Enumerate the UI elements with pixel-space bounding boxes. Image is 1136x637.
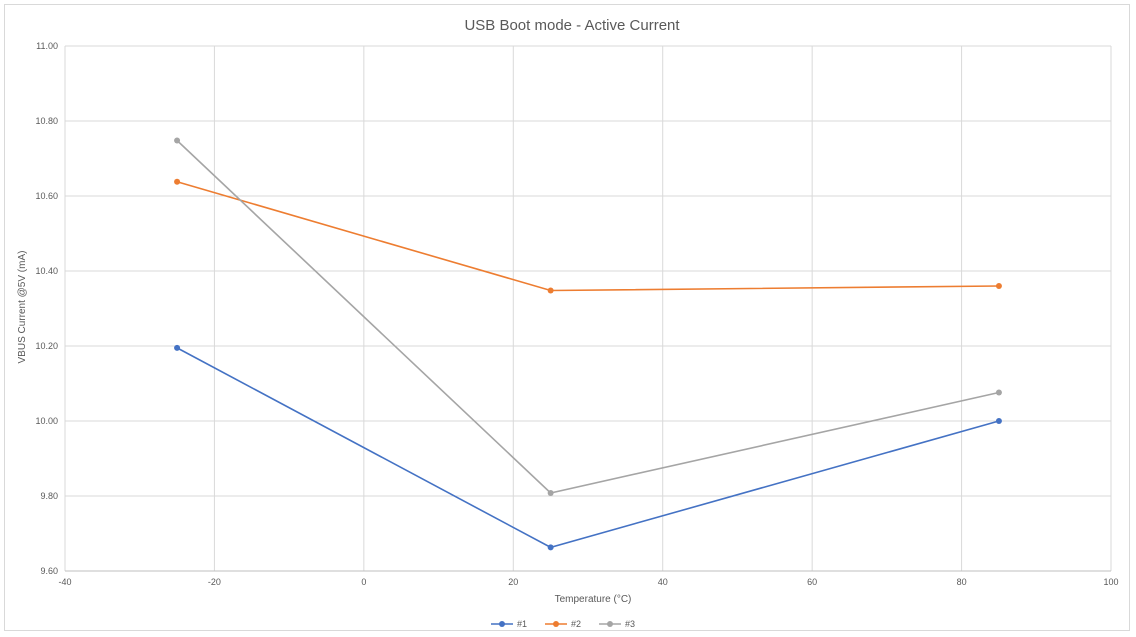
legend-swatch-marker xyxy=(499,621,505,627)
chart-svg: USB Boot mode - Active Current -40 -20 0 20… xyxy=(17,17,1119,629)
legend-label: #2 xyxy=(571,619,581,629)
data-point xyxy=(995,283,1002,289)
y-tick-label: 11.00 xyxy=(36,41,58,51)
data-point xyxy=(174,137,181,144)
data-point xyxy=(174,344,181,351)
x-tick-label: 0 xyxy=(361,577,366,587)
data-point xyxy=(547,287,554,294)
chart-frame: USB Boot mode - Active Current -40 -20 0 20… xyxy=(4,4,1130,631)
series-1 xyxy=(174,344,1002,551)
y-tick-label: 10.60 xyxy=(35,191,58,201)
legend-swatch-marker xyxy=(553,621,559,627)
legend: #1 #2 #3 xyxy=(491,619,635,629)
x-axis-label: Temperature (°C) xyxy=(555,594,632,605)
x-tick-label: 100 xyxy=(1103,577,1118,587)
data-point xyxy=(995,418,1002,424)
y-tick-label: 10.40 xyxy=(35,266,58,276)
axis-layer: -40 -20 0 20 40 60 80 100 9.60 9.80 10.00 10.20 10.4… xyxy=(35,41,1118,587)
data-point xyxy=(547,490,554,496)
grid-layer xyxy=(64,45,1112,572)
y-tick-label: 9.60 xyxy=(40,566,58,576)
y-tick-label: 9.80 xyxy=(40,491,58,501)
series-2 xyxy=(174,178,1002,294)
chart-title: USB Boot mode - Active Current xyxy=(464,17,680,34)
y-tick-label: 10.20 xyxy=(35,341,58,351)
legend-label: #1 xyxy=(517,619,527,629)
x-tick-label: -20 xyxy=(208,577,221,587)
x-tick-label: -40 xyxy=(58,577,71,587)
x-tick-label: 20 xyxy=(508,577,518,587)
series-line xyxy=(176,180,999,292)
data-point xyxy=(174,178,181,185)
legend-item: #3 xyxy=(599,619,635,629)
legend-swatch-marker xyxy=(607,621,613,627)
y-axis-label: VBUS Current @5V (mA) xyxy=(17,251,28,364)
series-layer xyxy=(174,137,1002,551)
data-point xyxy=(995,389,1002,396)
y-tick-label: 10.80 xyxy=(35,116,58,126)
x-tick-label: 40 xyxy=(658,577,668,587)
data-point xyxy=(547,544,554,551)
x-tick-label: 80 xyxy=(957,577,967,587)
series-line xyxy=(176,347,1000,549)
legend-item: #2 xyxy=(545,619,581,629)
series-3 xyxy=(174,137,1002,496)
legend-label: #3 xyxy=(625,619,635,629)
x-tick-label: 60 xyxy=(807,577,817,587)
legend-item: #1 xyxy=(491,619,527,629)
series-line xyxy=(176,139,1000,494)
y-tick-label: 10.00 xyxy=(35,416,58,426)
